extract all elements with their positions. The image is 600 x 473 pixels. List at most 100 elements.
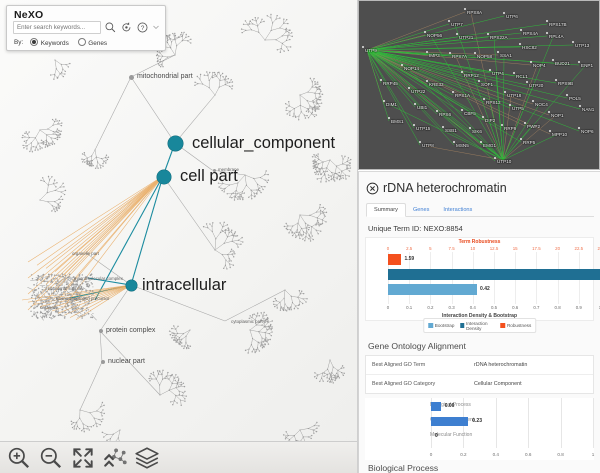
- gene-node[interactable]: [424, 31, 426, 33]
- gene-node[interactable]: [456, 33, 458, 35]
- view-toolbar[interactable]: [0, 441, 357, 473]
- gene-node[interactable]: [546, 20, 548, 22]
- gene-node[interactable]: [497, 51, 499, 53]
- gene-node[interactable]: [513, 72, 515, 74]
- search-by-row[interactable]: By: Keywords Genes: [14, 38, 107, 47]
- gene-node[interactable]: [461, 109, 463, 111]
- gene-node[interactable]: [501, 124, 503, 126]
- gene-node[interactable]: [504, 91, 506, 93]
- gene-node[interactable]: [572, 41, 574, 43]
- gene-node[interactable]: [532, 100, 534, 102]
- gene-node[interactable]: [503, 12, 505, 14]
- gene-node[interactable]: [520, 29, 522, 31]
- radio-genes-dot[interactable]: [77, 38, 86, 46]
- info-tabs[interactable]: Summary Genes Interactions: [366, 202, 594, 217]
- collapse-icon[interactable]: [102, 445, 128, 471]
- close-icon[interactable]: [366, 182, 379, 195]
- tree-node-intracellular[interactable]: [126, 280, 137, 291]
- interaction-network-panel[interactable]: RPS8A UTP6 UTP7 RPS17B NOP56 UTP21 RPS22A RPS4A…: [358, 0, 600, 170]
- gene-node[interactable]: [555, 79, 557, 81]
- gene-node[interactable]: [480, 141, 482, 143]
- search-panel[interactable]: NeXO ?: [6, 5, 166, 51]
- gene-node[interactable]: [469, 127, 471, 129]
- gene-node[interactable]: [478, 80, 480, 82]
- gene-node[interactable]: [449, 52, 451, 54]
- gene-node[interactable]: [461, 71, 463, 73]
- interaction-network-graph[interactable]: [359, 1, 600, 170]
- legend-item[interactable]: Robustness: [499, 323, 531, 328]
- gene-node[interactable]: [426, 51, 428, 53]
- term-header: rDNA heterochromatin: [359, 172, 600, 195]
- gene-node[interactable]: [546, 32, 548, 34]
- gene-node[interactable]: [388, 117, 390, 119]
- legend-item[interactable]: Interaction Density: [460, 321, 494, 331]
- gene-node[interactable]: [452, 91, 454, 93]
- reset-icon[interactable]: [120, 21, 133, 34]
- tree-node-cell-part[interactable]: [157, 170, 171, 184]
- gene-node[interactable]: [426, 80, 428, 82]
- search-input[interactable]: [13, 21, 101, 34]
- gene-node[interactable]: [549, 130, 551, 132]
- fit-to-screen-icon[interactable]: [70, 445, 96, 471]
- axis-tick-top: 15: [512, 246, 518, 251]
- zoom-in-icon[interactable]: [6, 445, 32, 471]
- gene-node[interactable]: [413, 124, 415, 126]
- gene-node[interactable]: [494, 157, 496, 159]
- gene-node[interactable]: [419, 141, 421, 143]
- gene-node[interactable]: [414, 103, 416, 105]
- tree-node-cellular-component[interactable]: [168, 136, 183, 151]
- gene-node[interactable]: [566, 94, 568, 96]
- ontology-tree-panel[interactable]: cellular_component cell part intracellul…: [0, 0, 358, 473]
- gene-node[interactable]: [401, 64, 403, 66]
- gene-node[interactable]: [578, 127, 580, 129]
- gene-node[interactable]: [362, 46, 364, 48]
- zoom-out-icon[interactable]: [38, 445, 64, 471]
- gene-node[interactable]: [408, 87, 410, 89]
- gene-node[interactable]: [442, 126, 444, 128]
- radio-keywords[interactable]: Keywords: [30, 38, 69, 47]
- gene-node[interactable]: [436, 110, 438, 112]
- term-info-panel[interactable]: rDNA heterochromatin Summary Genes Inter…: [358, 171, 600, 473]
- gene-node[interactable]: [509, 104, 511, 106]
- help-icon[interactable]: ?: [136, 21, 149, 34]
- search-icon[interactable]: [104, 21, 117, 34]
- gene-node[interactable]: [526, 81, 528, 83]
- search-row[interactable]: ?: [13, 20, 163, 35]
- go-bar-cellular-component: [431, 417, 469, 426]
- tree-node-nuclear-part[interactable]: [101, 360, 105, 364]
- legend-item[interactable]: Bootstrap: [427, 323, 454, 328]
- chevron-down-icon[interactable]: [152, 21, 160, 34]
- gene-node[interactable]: [448, 20, 450, 22]
- tab-summary[interactable]: Summary: [366, 203, 406, 217]
- gene-node[interactable]: [380, 79, 382, 81]
- gene-node[interactable]: [383, 100, 385, 102]
- gene-node[interactable]: [489, 69, 491, 71]
- gene-node[interactable]: [548, 111, 550, 113]
- gene-node[interactable]: [524, 122, 526, 124]
- gene-node[interactable]: [453, 141, 455, 143]
- gene-node[interactable]: [482, 116, 484, 118]
- gene-node[interactable]: [530, 61, 532, 63]
- radio-keywords-dot[interactable]: [30, 38, 39, 46]
- radio-genes[interactable]: Genes: [77, 38, 107, 47]
- tree-node-protein-complex[interactable]: [99, 329, 103, 333]
- gene-node[interactable]: [487, 33, 489, 35]
- tree-node-mitochondrial-part[interactable]: [129, 75, 134, 80]
- ontology-tree-graph[interactable]: [0, 0, 357, 473]
- tab-interactions[interactable]: Interactions: [443, 207, 473, 213]
- tree-node-membrane[interactable]: [213, 169, 216, 172]
- layers-icon[interactable]: [134, 445, 160, 471]
- gene-node[interactable]: [519, 43, 521, 45]
- gene-node[interactable]: [579, 105, 581, 107]
- tab-genes[interactable]: Genes: [412, 207, 430, 213]
- legend-swatch: [499, 323, 505, 328]
- gene-node[interactable]: [520, 138, 522, 140]
- axis-tick-top: 20: [555, 246, 561, 251]
- gene-node[interactable]: [464, 8, 466, 10]
- gene-node[interactable]: [483, 98, 485, 100]
- gene-node[interactable]: [552, 59, 554, 61]
- gene-node[interactable]: [474, 52, 476, 54]
- axis-tick: 0.4: [492, 452, 499, 457]
- gene-node[interactable]: [578, 61, 580, 63]
